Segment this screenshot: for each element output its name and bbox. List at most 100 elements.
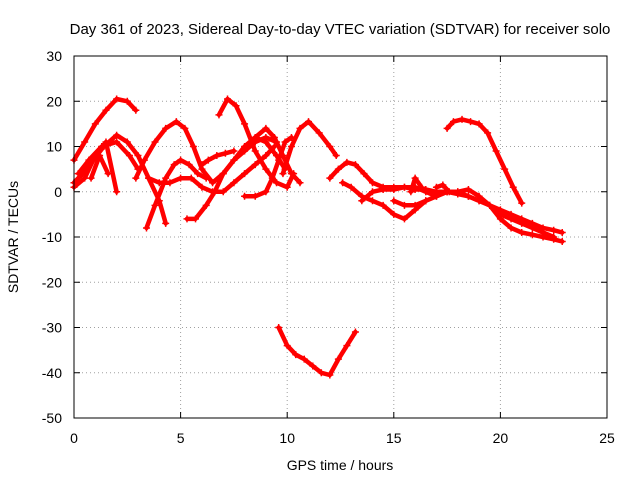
data-point <box>300 355 308 363</box>
series-arc-21 <box>443 115 526 207</box>
data-point <box>185 161 193 169</box>
data-point <box>334 355 342 363</box>
data-point <box>151 138 159 146</box>
data-point <box>445 188 453 196</box>
data-point <box>123 138 131 146</box>
data-point <box>230 156 238 164</box>
data-point <box>132 174 140 182</box>
y-tick-label: -10 <box>42 229 62 245</box>
data-point <box>407 188 415 196</box>
data-point <box>215 111 223 119</box>
data-point <box>241 170 249 178</box>
series-arc-9 <box>183 133 281 223</box>
data-point <box>251 133 259 141</box>
data-point <box>411 201 419 209</box>
data-point <box>296 124 304 132</box>
data-point <box>443 124 451 132</box>
series-layer <box>70 95 566 379</box>
data-point <box>113 188 121 196</box>
data-point <box>181 124 189 132</box>
series-arc-1 <box>70 95 140 164</box>
data-point <box>368 188 376 196</box>
data-point <box>339 179 347 187</box>
data-point <box>270 133 278 141</box>
series-line <box>276 325 358 378</box>
data-point <box>125 152 133 160</box>
series-arc-11 <box>215 95 298 191</box>
data-point <box>132 106 140 114</box>
data-point <box>162 124 170 132</box>
data-point <box>198 161 206 169</box>
y-tick-label: 10 <box>46 139 62 155</box>
y-tick-label: -40 <box>42 365 62 381</box>
data-point <box>87 174 95 182</box>
data-point <box>518 199 526 207</box>
series-arc-22 <box>407 174 426 196</box>
data-point <box>501 165 509 173</box>
data-point <box>262 124 270 132</box>
data-point <box>492 147 500 155</box>
tick-labels: 0 5 10 15 20 25 -50 -40 -30 -20 -10 0 10 20 30 <box>42 48 615 446</box>
data-point <box>170 161 178 169</box>
x-axis-label: GPS time / hours <box>287 457 394 473</box>
y-tick-label: 20 <box>46 93 62 109</box>
data-point <box>309 362 317 370</box>
data-point <box>262 152 270 160</box>
series-arc-10 <box>198 147 238 169</box>
data-point <box>113 138 121 146</box>
data-point <box>241 120 249 128</box>
data-point <box>390 210 398 218</box>
data-point <box>211 188 219 196</box>
data-point <box>326 174 334 182</box>
data-point <box>368 179 376 187</box>
data-point <box>507 224 515 232</box>
series-arc-6 <box>142 156 210 232</box>
data-point <box>343 342 351 350</box>
data-point <box>281 138 289 146</box>
data-point <box>232 102 240 110</box>
data-point <box>189 143 197 150</box>
data-point <box>177 174 185 182</box>
data-point <box>166 179 174 187</box>
data-point <box>85 156 93 164</box>
series-line <box>444 117 524 206</box>
data-point <box>368 197 376 205</box>
data-point <box>251 192 259 200</box>
data-point <box>262 133 270 141</box>
data-point <box>317 369 325 377</box>
data-point <box>422 197 430 205</box>
data-point <box>422 188 430 196</box>
data-point <box>432 183 440 191</box>
data-point <box>262 188 270 196</box>
data-point <box>123 97 131 105</box>
data-point <box>279 152 287 160</box>
data-point <box>528 224 536 232</box>
data-point <box>268 174 276 182</box>
axis-ticks <box>73 55 608 419</box>
data-point <box>305 118 313 126</box>
data-point <box>224 95 232 103</box>
data-point <box>74 170 82 178</box>
data-point <box>96 152 104 160</box>
y-tick-label: -30 <box>42 320 62 336</box>
series-arc-4 <box>74 138 142 178</box>
data-point <box>177 156 185 164</box>
data-point <box>518 219 526 227</box>
series-line <box>144 157 209 231</box>
data-point <box>219 170 227 178</box>
grid <box>74 56 607 418</box>
data-point <box>251 147 259 155</box>
y-tick-label: 30 <box>46 48 62 64</box>
y-tick-label: -50 <box>42 410 62 426</box>
data-point <box>411 174 419 182</box>
data-point <box>262 165 270 173</box>
data-point <box>198 183 206 191</box>
data-point <box>351 161 359 169</box>
y-axis-label: SDTVAR / TECUs <box>5 181 21 293</box>
data-point <box>287 143 295 150</box>
data-point <box>332 152 340 160</box>
x-tick-label: 5 <box>177 430 185 446</box>
data-point <box>315 129 323 137</box>
data-point <box>213 152 221 160</box>
